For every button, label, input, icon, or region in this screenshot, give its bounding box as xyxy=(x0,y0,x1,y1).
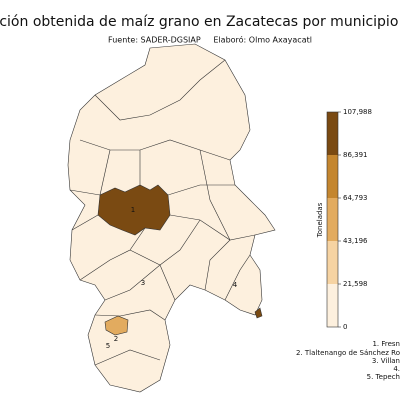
map-label: 5 xyxy=(106,342,110,350)
colorbar-segment xyxy=(327,240,338,284)
map-labels: 1 2 3 4 5 xyxy=(106,206,238,350)
colorbar-tick-label: 86,391 xyxy=(343,151,368,159)
colorbar-tick-label: 107,988 xyxy=(343,108,372,116)
colorbar-tick-label: 21,598 xyxy=(343,280,368,288)
legend-item: 4. xyxy=(393,365,400,373)
map-label: 4 xyxy=(233,281,238,289)
colorbar-tick-label: 64,793 xyxy=(343,194,368,202)
legend: 1. Fresn 2. Tlaltenango de Sánchez Ro 3.… xyxy=(296,340,400,381)
colorbar-frame xyxy=(326,111,339,328)
legend-item: 2. Tlaltenango de Sánchez Ro xyxy=(296,349,400,357)
state-outline xyxy=(67,43,276,393)
map-label: 1 xyxy=(131,206,135,214)
legend-item: 3. Villan xyxy=(372,357,400,365)
colorbar-segment xyxy=(327,154,338,198)
colorbar-tick-label: 0 xyxy=(343,323,347,331)
map-label: 3 xyxy=(141,279,145,287)
legend-item: 5. Tepech xyxy=(367,373,400,381)
colorbar: 0 21,598 43,196 64,793 86,391 107,988 xyxy=(326,108,372,331)
colorbar-label: Toneladas xyxy=(316,202,324,238)
title: ducción obtenida de maíz grano en Zacate… xyxy=(0,14,400,30)
colorbar-segment xyxy=(327,197,338,241)
colorbar-segment xyxy=(327,112,338,155)
map xyxy=(67,43,276,393)
colorbar-tick-label: 43,196 xyxy=(343,237,368,245)
legend-item: 1. Fresn xyxy=(372,340,400,348)
map-label: 2 xyxy=(114,335,118,343)
municipality xyxy=(254,307,263,319)
subtitle: Fuente: SADER-DGSIAP Elaboró: Olmo Axaya… xyxy=(108,35,312,45)
municipal-borders xyxy=(69,59,256,366)
colorbar-segment xyxy=(327,283,338,327)
